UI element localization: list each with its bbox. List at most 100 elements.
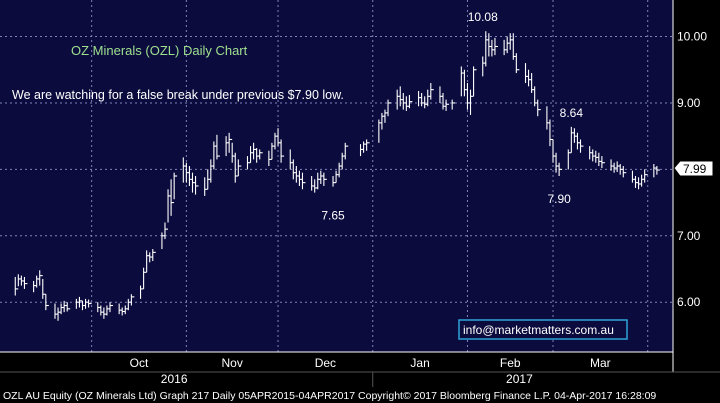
price-bar [552,139,557,163]
price-bar [23,276,28,289]
price-bar [66,302,71,312]
price-bar [253,142,257,160]
price-bar [45,294,49,311]
price-bar [466,83,471,110]
y-tick-label: 10.00 [677,30,707,44]
last-price-box [673,160,714,177]
price-bar [213,141,217,170]
price-bar [280,139,285,163]
email-link[interactable]: info@marketmatters.com.au [463,323,614,337]
annotation-label: 10.08 [468,10,498,24]
price-bar [97,302,101,313]
price-bar [482,56,486,77]
price-bar [644,169,648,183]
x-tick-label: Oct [130,356,149,370]
price-bar [57,307,62,321]
price-bar [311,176,315,191]
price-bar [653,164,657,178]
price-bar [515,53,520,74]
price-bar [182,157,187,183]
price-bar [234,152,239,183]
y-tick-label: 9.00 [677,96,701,110]
price-bar [610,159,615,171]
price-bar [143,267,147,289]
price-bar [124,305,129,315]
price-bar [225,136,230,157]
annotation-label: 7.90 [547,192,571,206]
email-box [458,319,628,340]
price-bar [161,232,165,250]
price-bar [204,177,208,196]
price-bar [292,159,297,180]
price-bar [149,252,153,263]
price-bars [14,31,660,321]
price-bar [36,275,40,288]
x-axis: Oct Nov Dec Jan Feb Mar 2016 2017 [0,351,720,387]
price-bar [631,170,636,183]
price-bar [298,170,303,186]
price-bar [528,69,532,87]
price-bar [592,149,596,162]
price-bar [338,162,343,178]
price-bar [344,142,349,160]
price-bar [363,141,367,153]
price-bar [405,96,410,111]
price-bar [555,152,560,173]
price-bar [424,96,428,109]
price-bar [445,99,450,111]
price-bar [378,119,382,143]
chart-footer: OZL AU Equity (OZ Minerals Ltd) Graph 21… [3,390,656,402]
price-bar [256,148,260,163]
price-bar [14,276,19,296]
price-bar [396,89,401,110]
price-bar [366,139,370,151]
price-bar [173,172,178,200]
price-bar [103,307,107,319]
price-bar [216,134,220,160]
price-bar [314,179,318,193]
price-bar [473,66,477,97]
price-bar [579,139,584,153]
x-tick-label: Nov [222,356,243,370]
price-bar [191,172,196,193]
price-bar [421,92,425,107]
price-bar [237,159,242,176]
price-bar [320,170,324,184]
price-bar [109,302,113,313]
price-bar [418,90,422,107]
price-bar [567,149,572,170]
price-bar [100,305,104,316]
price-bar [146,250,150,273]
price-annotations: 10.08 8.64 7.65 7.90 [321,10,583,222]
price-bar [558,162,563,176]
last-price-tag: 7.99 [673,160,714,177]
price-bar [549,119,553,147]
price-bar [17,274,22,287]
price-bar [439,86,443,103]
y-tick-label: 6.00 [677,295,701,309]
price-bar [509,33,514,50]
x-tick-label: Feb [500,356,521,370]
price-bar [399,86,404,107]
price-bar [613,162,618,173]
email-badge[interactable]: info@marketmatters.com.au [458,319,628,340]
price-bar [451,99,456,110]
price-bar [274,132,278,150]
annotation-label: 8.64 [560,106,584,120]
price-bar [249,146,254,163]
price-bar [619,164,624,175]
price-bar [601,156,605,169]
price-bar [546,106,550,130]
price-bar [289,149,294,170]
price-bar [589,146,593,160]
price-bar [503,39,508,56]
price-bar [295,166,300,183]
year-label: 2017 [506,372,533,386]
price-bar [524,63,529,84]
price-bar [152,249,156,262]
x-tick-label: Mar [590,356,611,370]
price-bar [638,177,642,190]
price-bar [164,222,168,240]
price-bar [341,152,346,170]
